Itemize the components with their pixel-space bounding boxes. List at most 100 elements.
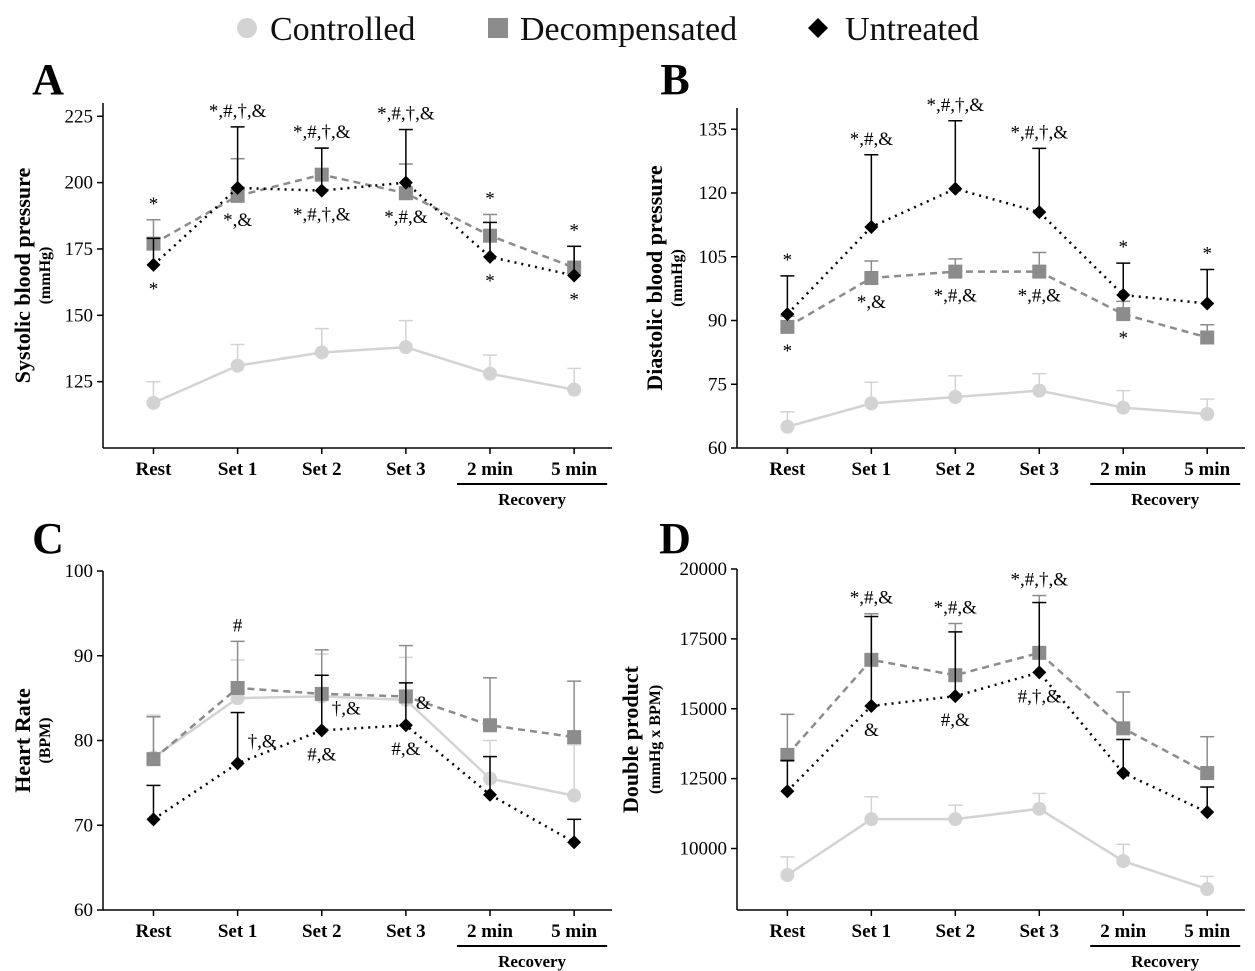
data-point-diamond-icon [780, 307, 795, 322]
panel-letter: D [659, 514, 691, 563]
series-decompensated [780, 594, 1215, 781]
panel-letter: C [32, 514, 64, 563]
x-tick-label: Set 2 [302, 459, 342, 480]
series-line [786, 270, 1208, 339]
data-point-square-icon [567, 730, 582, 745]
significance-annotation: *,#,& [850, 588, 894, 609]
significance-annotation: & [416, 693, 431, 714]
x-tick-label: 5 min [551, 459, 597, 480]
x-tick-label: Set 1 [218, 459, 258, 480]
data-point-circle-icon [567, 382, 582, 397]
x-tick-label: Set 2 [936, 921, 976, 942]
series-untreated [780, 601, 1215, 820]
significance-annotation: #,& [941, 710, 970, 731]
y-axis-label: Systolic blood pressure [10, 167, 35, 383]
y-tick-label: 200 [65, 173, 94, 194]
significance-annotation: * [783, 341, 793, 362]
data-point-circle-icon [780, 868, 795, 883]
significance-annotation: †,& [332, 698, 361, 719]
data-point-circle-icon [1032, 801, 1047, 816]
significance-annotation: # [233, 615, 243, 636]
x-tick-label: Rest [136, 459, 173, 480]
data-point-square-icon [780, 747, 795, 762]
data-point-circle-icon [567, 788, 582, 803]
significance-annotation: *,#,†,& [927, 95, 985, 116]
data-point-circle-icon [1116, 400, 1131, 415]
series-line [786, 807, 1208, 891]
series-decompensated [146, 640, 582, 767]
series-line [152, 173, 575, 269]
x-tick-label: Set 3 [1019, 459, 1059, 480]
x-tick-label: Rest [769, 459, 806, 480]
data-point-diamond-icon [1032, 665, 1047, 680]
panel-letter: A [32, 55, 64, 104]
series-decompensated [780, 251, 1215, 345]
data-point-square-icon [1116, 307, 1131, 322]
data-point-circle-icon [948, 812, 963, 827]
data-point-circle-icon [780, 419, 795, 434]
data-point-diamond-icon [398, 175, 413, 190]
data-point-diamond-icon [398, 718, 413, 733]
legend-label: Untreated [845, 11, 979, 48]
y-axis-unit: (mmHg) [669, 249, 686, 307]
series-line [152, 695, 575, 797]
legend-item-decompensated: Decompensated [488, 11, 737, 48]
significance-annotation: & [864, 720, 879, 741]
data-point-circle-icon [948, 390, 963, 404]
x-tick-label: Set 3 [386, 921, 426, 942]
significance-annotation: * [1118, 237, 1128, 258]
y-tick-label: 70 [74, 815, 93, 836]
x-tick-label: Set 1 [852, 459, 892, 480]
data-point-diamond-icon [864, 698, 879, 713]
series-controlled [146, 319, 582, 410]
data-point-diamond-icon [230, 180, 245, 195]
data-point-circle-icon [1116, 854, 1131, 869]
legend-marker-square-icon [488, 18, 508, 38]
y-tick-label: 90 [708, 311, 727, 332]
data-point-circle-icon [1200, 407, 1215, 421]
x-tick-label: Set 3 [386, 459, 426, 480]
data-point-diamond-icon [567, 268, 582, 283]
x-tick-label: 2 min [467, 459, 513, 480]
significance-annotation: *,#,†,& [1011, 570, 1069, 591]
significance-annotation: * [1118, 328, 1128, 349]
x-tick-label: Rest [769, 921, 806, 942]
significance-annotation: #,& [307, 744, 336, 765]
significance-annotation: *,#,& [934, 598, 978, 619]
data-point-circle-icon [146, 395, 161, 410]
x-tick-label: Set 1 [218, 921, 258, 942]
data-point-diamond-icon [483, 787, 498, 802]
significance-annotation: *,#,& [1018, 286, 1062, 307]
significance-annotation: *,#,†,& [209, 101, 267, 122]
series-line [786, 670, 1208, 814]
y-tick-label: 90 [74, 646, 93, 667]
y-axis-label: Heart Rate [10, 688, 35, 793]
x-tick-label: 2 min [1100, 921, 1146, 942]
y-tick-label: 105 [699, 247, 728, 268]
y-tick-label: 150 [65, 305, 94, 326]
series-untreated [146, 674, 582, 850]
series-controlled [780, 372, 1215, 434]
data-point-diamond-icon [1200, 805, 1215, 820]
series-untreated [780, 120, 1215, 322]
significance-annotation: * [783, 250, 793, 271]
data-point-square-icon [1200, 766, 1215, 781]
data-point-diamond-icon [483, 249, 498, 264]
significance-annotation: * [569, 290, 579, 311]
data-point-square-icon [483, 718, 498, 733]
legend-item-untreated: Untreated [808, 11, 979, 48]
significance-annotation: * [1202, 244, 1212, 265]
data-point-square-icon [1200, 330, 1215, 345]
series-line [787, 389, 1208, 428]
recovery-label: Recovery [1131, 490, 1199, 509]
data-point-diamond-icon [864, 220, 879, 234]
significance-annotation: *,#,†,& [1011, 122, 1069, 143]
data-point-diamond-icon [314, 183, 329, 198]
data-point-square-icon [864, 271, 879, 285]
data-point-diamond-icon [314, 723, 329, 738]
legend-label: Decompensated [520, 11, 737, 48]
x-tick-label: 5 min [1184, 921, 1230, 942]
y-tick-label: 17500 [680, 629, 728, 650]
x-tick-label: Rest [136, 921, 173, 942]
y-axis-label: Diastolic blood pressure [642, 165, 667, 391]
